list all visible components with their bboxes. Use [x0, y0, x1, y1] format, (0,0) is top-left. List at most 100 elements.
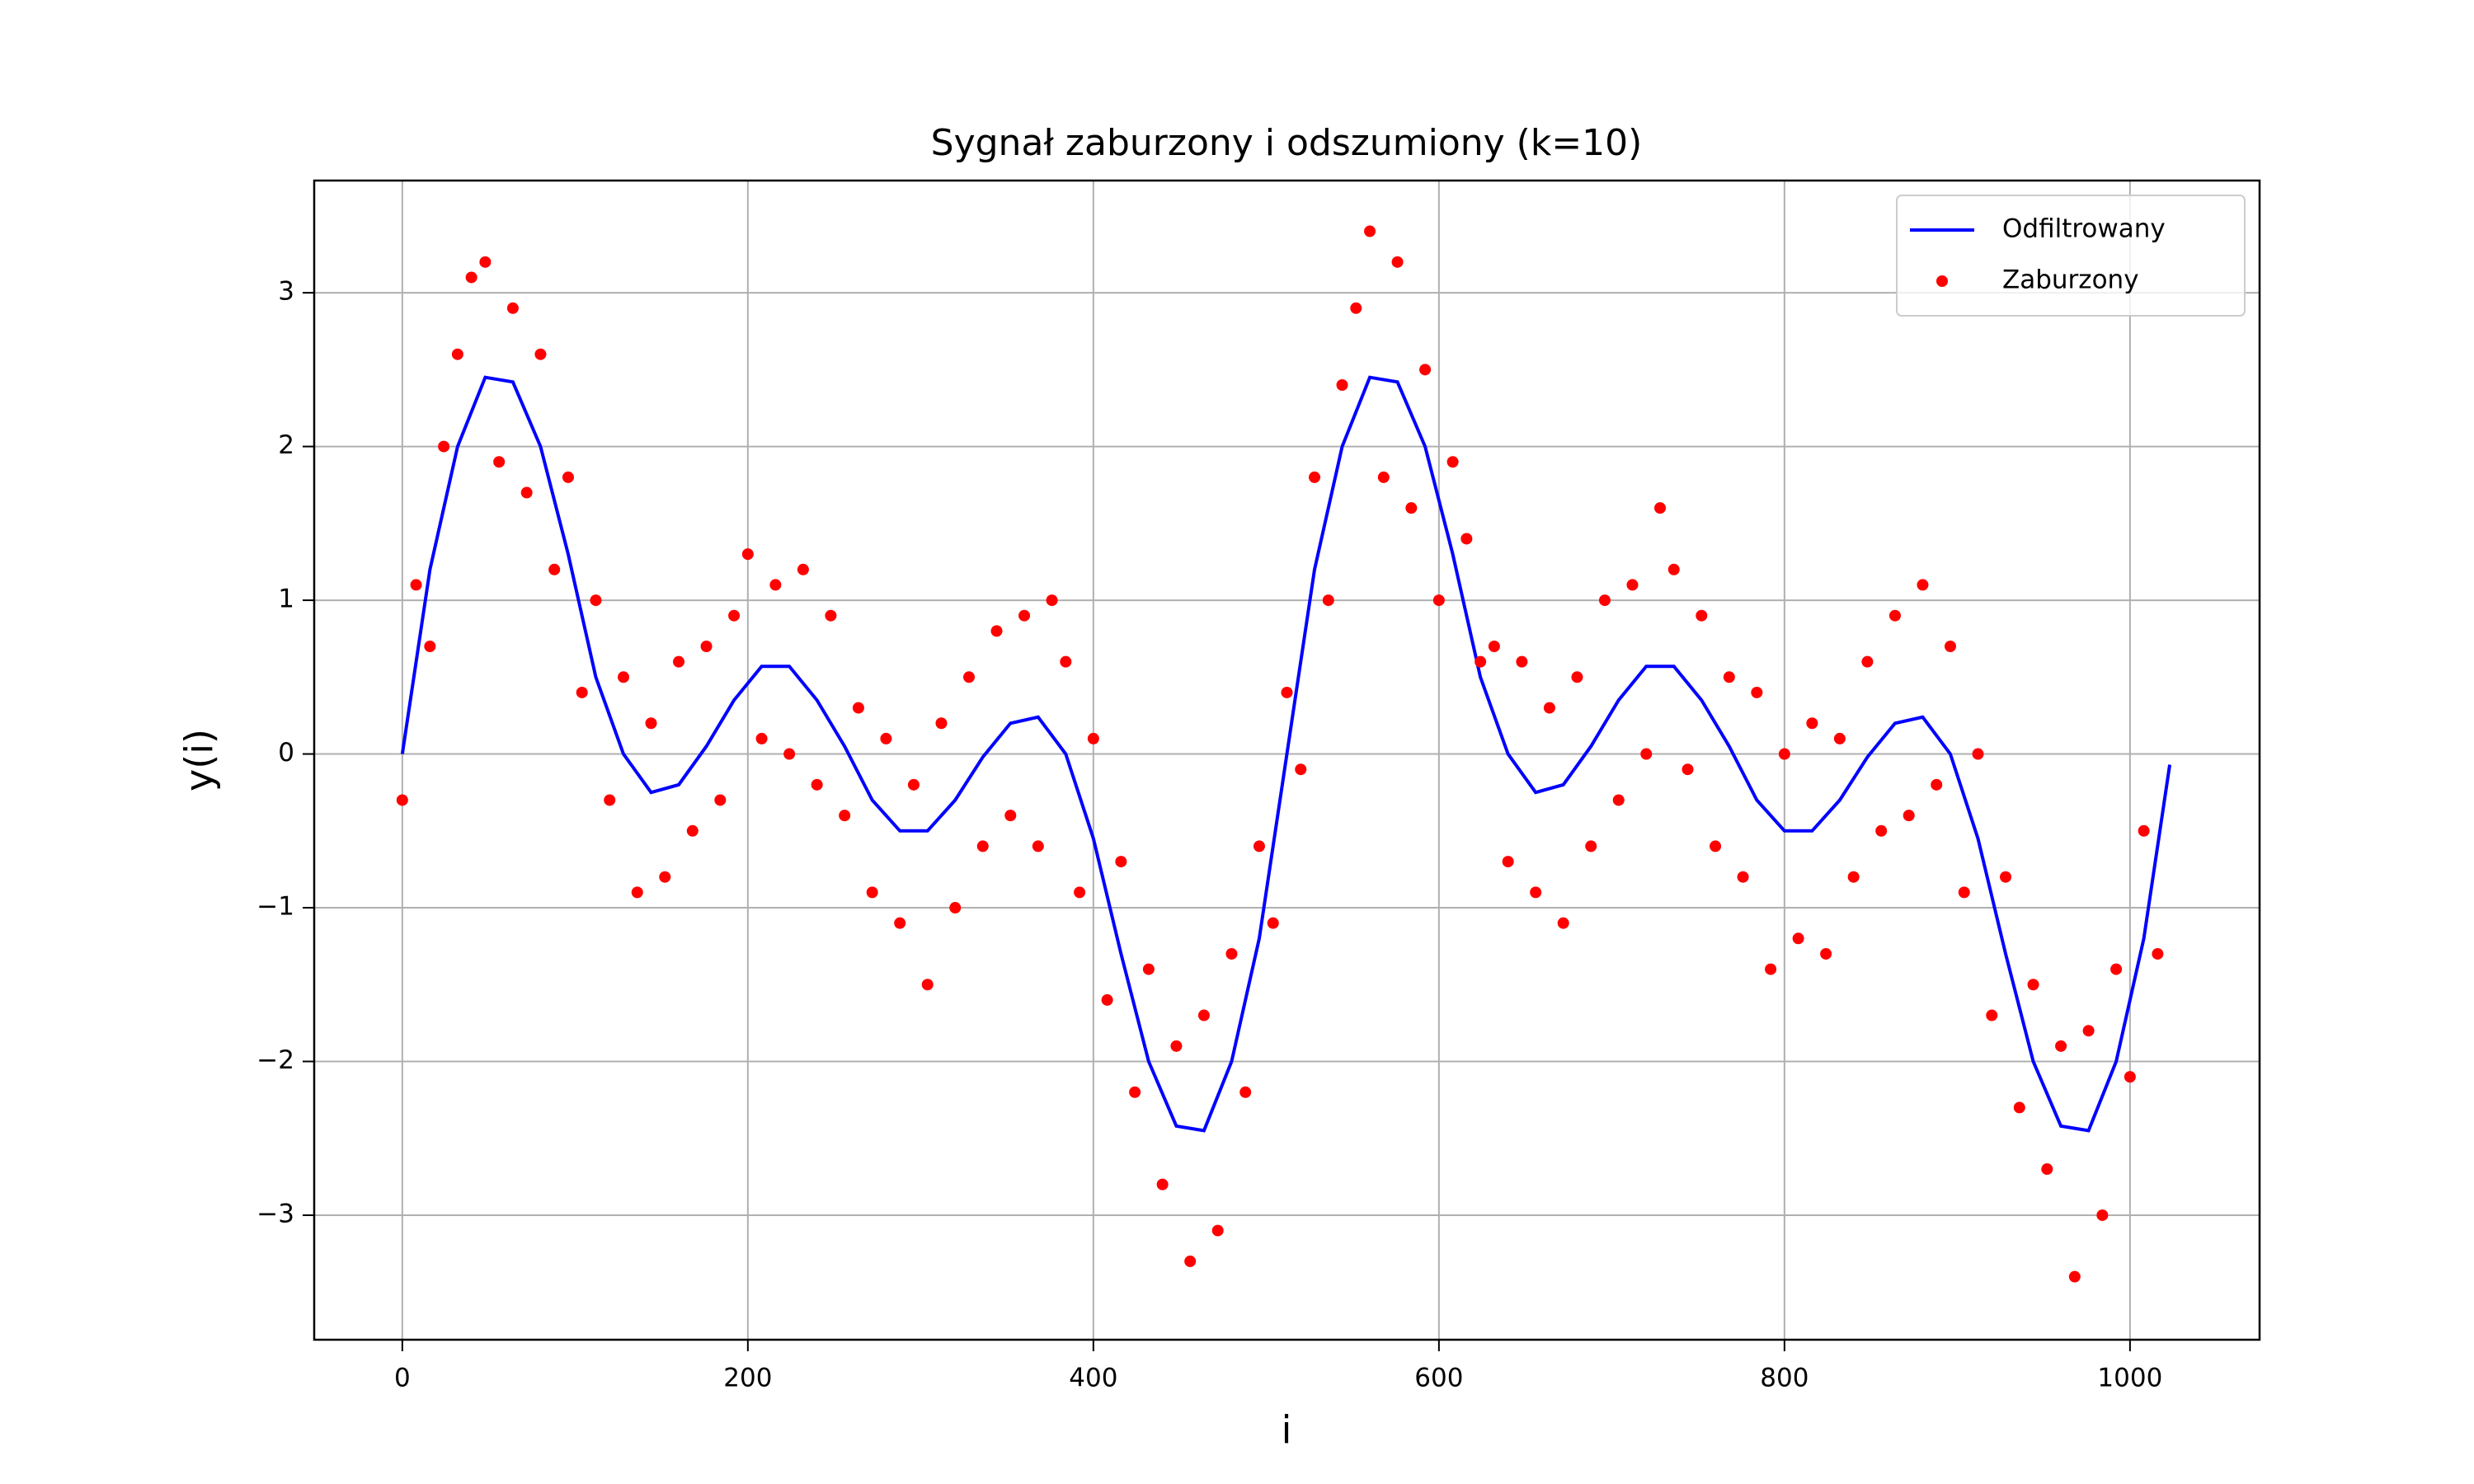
scatter-point — [1170, 1040, 1183, 1052]
y-tick-label: 0 — [278, 738, 294, 768]
scatter-point — [1211, 1224, 1224, 1237]
scatter-point — [1115, 856, 1127, 868]
scatter-point — [1820, 947, 1832, 960]
scatter-point — [1239, 1086, 1252, 1098]
scatter-point — [1032, 840, 1044, 852]
scatter-point — [1626, 579, 1639, 591]
scatter-point — [949, 902, 962, 914]
scatter-point — [1833, 732, 1846, 744]
scatter-point — [1516, 655, 1528, 668]
scatter-point — [880, 732, 892, 744]
scatter-point — [1571, 671, 1583, 683]
scatter-point — [1087, 732, 1099, 744]
x-tick-label: 800 — [1760, 1364, 1808, 1393]
y-tick-label: −2 — [256, 1045, 294, 1075]
x-tick-label: 200 — [723, 1364, 772, 1393]
x-tick-label: 1000 — [2097, 1364, 2162, 1393]
scatter-point — [1184, 1255, 1197, 1267]
scatter-point — [1640, 748, 1653, 760]
scatter-point — [1723, 671, 1735, 683]
scatter-point — [1142, 963, 1155, 975]
scatter-point — [576, 686, 588, 698]
scatter-point — [1156, 1178, 1169, 1190]
scatter-point — [410, 579, 422, 591]
scatter-point — [562, 471, 574, 483]
scatter-point — [894, 917, 906, 929]
x-tick-label: 600 — [1414, 1364, 1463, 1393]
scatter-point — [2041, 1163, 2053, 1176]
scatter-point — [1931, 778, 1943, 791]
scatter-point — [1488, 641, 1500, 653]
scatter-point — [700, 641, 713, 653]
line-series — [400, 375, 2172, 1133]
scatter-point — [1986, 1009, 1998, 1021]
scatter-point — [1765, 963, 1777, 975]
scatter-point — [714, 794, 727, 806]
scatter-point — [396, 794, 408, 806]
scatter-point — [618, 671, 630, 683]
scatter-point — [839, 810, 851, 822]
scatter-point — [465, 271, 477, 284]
scatter-point — [1875, 824, 1888, 837]
scatter-point — [1336, 379, 1348, 392]
scatter-point — [1322, 594, 1334, 607]
scatter-point — [825, 609, 837, 622]
scatter-point — [1377, 471, 1390, 483]
scatter-point — [976, 840, 989, 852]
scatter-point — [1888, 609, 1901, 622]
scatter-point — [2000, 871, 2012, 883]
y-tick-label: −1 — [256, 892, 294, 922]
x-tick-label: 400 — [1069, 1364, 1117, 1393]
scatter-point — [520, 486, 533, 499]
scatter-point — [866, 886, 878, 899]
scatter-point — [1391, 256, 1404, 268]
scatter-point — [935, 717, 948, 730]
scatter-point — [534, 348, 547, 360]
scatter-point — [1060, 655, 1072, 668]
scatter-point — [1530, 886, 1542, 899]
scatter-point — [631, 886, 643, 899]
scatter-point — [1612, 794, 1625, 806]
scatter-point — [1460, 533, 1473, 545]
legend-label: Odfiltrowany — [2002, 214, 2166, 244]
scatter-point — [1046, 594, 1058, 607]
y-tick-label: −3 — [256, 1199, 294, 1228]
scatter-point — [728, 609, 741, 622]
scatter-point — [1806, 717, 1818, 730]
scatter-point — [1267, 917, 1279, 929]
chart-title: Sygnał zaburzony i odszumiony (k=10) — [931, 122, 1643, 164]
scatter-point — [1004, 810, 1017, 822]
scatter-point — [645, 717, 657, 730]
scatter-point — [590, 594, 602, 607]
plot-frame — [313, 179, 2261, 1341]
scatter-point — [1972, 748, 1984, 760]
scatter-point — [755, 732, 768, 744]
scatter-point — [1101, 993, 1113, 1006]
scatter-point — [1309, 471, 1321, 483]
scatter-point — [1446, 456, 1459, 468]
scatter-point — [2124, 1071, 2136, 1083]
scatter-point — [451, 348, 463, 360]
scatter-point — [1295, 763, 1307, 776]
scatter-point — [2110, 963, 2123, 975]
scatter-point — [1654, 502, 1667, 514]
scatter-point — [2055, 1040, 2067, 1052]
legend-label: Zaburzony — [2002, 265, 2139, 295]
y-tick-label: 3 — [278, 277, 294, 307]
scatter-point — [1432, 594, 1445, 607]
scatter-point — [1197, 1009, 1210, 1021]
x-tick-label: 0 — [394, 1364, 411, 1393]
scatter-point — [479, 256, 492, 268]
scatter-point — [2013, 1101, 2025, 1114]
scatter-point — [2138, 824, 2150, 837]
scatter-point — [1847, 871, 1860, 883]
scatter-point — [1543, 702, 1555, 714]
scatter-point — [907, 778, 920, 791]
scatter-point — [921, 979, 934, 991]
scatter-point — [493, 456, 506, 468]
scatter-point — [1225, 947, 1238, 960]
scatter-point — [1585, 840, 1597, 852]
scatter-point — [1253, 840, 1265, 852]
scatter-point — [2082, 1025, 2095, 1037]
